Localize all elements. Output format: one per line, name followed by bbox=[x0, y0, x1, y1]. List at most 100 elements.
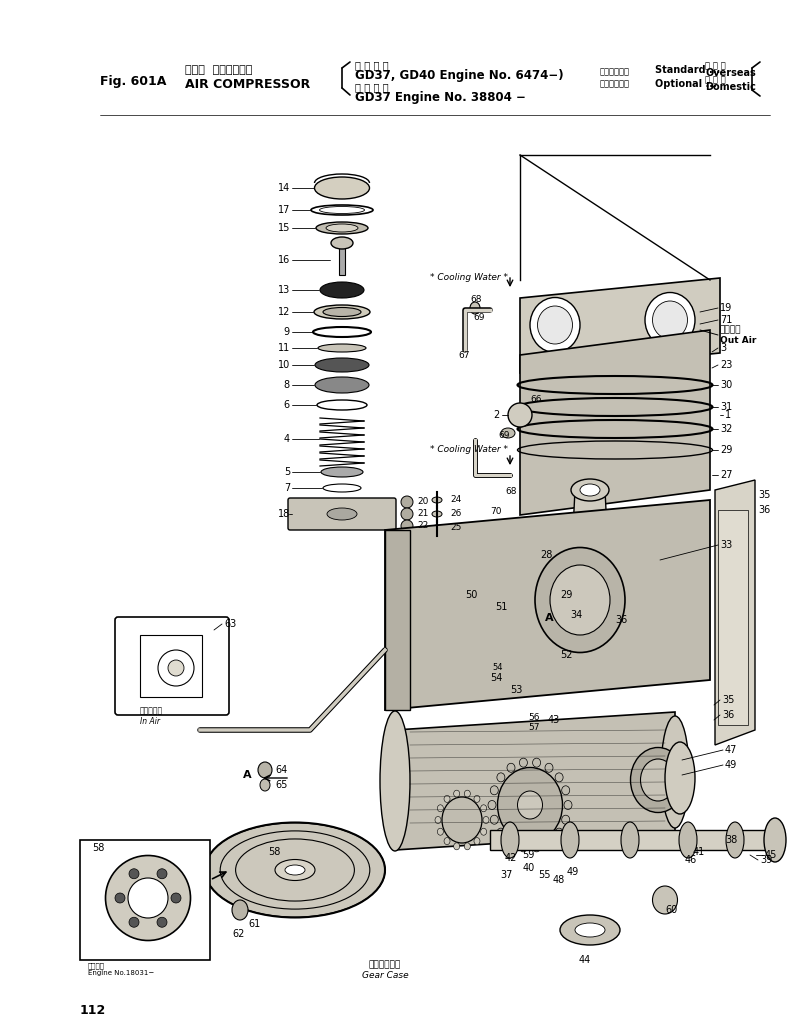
Ellipse shape bbox=[501, 822, 519, 858]
Ellipse shape bbox=[545, 838, 553, 847]
Ellipse shape bbox=[555, 828, 563, 838]
Text: 4: 4 bbox=[284, 434, 290, 444]
Text: 54: 54 bbox=[492, 664, 503, 673]
Ellipse shape bbox=[580, 484, 600, 496]
Ellipse shape bbox=[726, 822, 744, 858]
Ellipse shape bbox=[314, 305, 370, 319]
Text: 63: 63 bbox=[224, 618, 237, 629]
Bar bbox=[490, 830, 780, 850]
Text: 36: 36 bbox=[722, 710, 734, 720]
Text: 33: 33 bbox=[720, 540, 732, 550]
Text: 海 外 向: 海 外 向 bbox=[705, 61, 726, 71]
Text: 31: 31 bbox=[720, 402, 732, 412]
Text: 適 用 号 機: 適 用 号 機 bbox=[355, 82, 388, 92]
Ellipse shape bbox=[258, 762, 272, 778]
Ellipse shape bbox=[205, 822, 385, 918]
Polygon shape bbox=[395, 712, 675, 850]
Text: 34: 34 bbox=[570, 610, 582, 620]
Polygon shape bbox=[520, 278, 720, 373]
Ellipse shape bbox=[545, 763, 553, 772]
Text: 11: 11 bbox=[278, 343, 290, 353]
Text: 44: 44 bbox=[579, 955, 591, 965]
Text: 48: 48 bbox=[553, 874, 565, 885]
Text: 23: 23 bbox=[720, 360, 732, 370]
Ellipse shape bbox=[444, 838, 450, 845]
Text: 49: 49 bbox=[725, 760, 738, 770]
Ellipse shape bbox=[106, 855, 191, 940]
Text: 67: 67 bbox=[458, 350, 469, 359]
Ellipse shape bbox=[474, 838, 480, 845]
Text: 38: 38 bbox=[725, 835, 738, 845]
Ellipse shape bbox=[575, 923, 605, 937]
Ellipse shape bbox=[128, 878, 168, 918]
Text: 62: 62 bbox=[232, 929, 245, 939]
Text: 37: 37 bbox=[500, 870, 512, 880]
Ellipse shape bbox=[530, 298, 580, 352]
Text: 50: 50 bbox=[465, 590, 477, 600]
Ellipse shape bbox=[320, 282, 364, 298]
Text: 適 用 号 機: 適 用 号 機 bbox=[355, 60, 388, 70]
Ellipse shape bbox=[507, 763, 515, 772]
Ellipse shape bbox=[490, 815, 499, 824]
Text: 58: 58 bbox=[92, 843, 104, 853]
Ellipse shape bbox=[260, 779, 270, 791]
Ellipse shape bbox=[442, 797, 482, 843]
Ellipse shape bbox=[519, 843, 527, 852]
Ellipse shape bbox=[480, 828, 487, 836]
Text: 25: 25 bbox=[450, 523, 461, 532]
Ellipse shape bbox=[550, 565, 610, 635]
Ellipse shape bbox=[518, 791, 542, 819]
Text: 18: 18 bbox=[278, 509, 290, 519]
Ellipse shape bbox=[453, 791, 460, 797]
Text: AIR COMPRESSOR: AIR COMPRESSOR bbox=[185, 78, 310, 90]
Text: 41: 41 bbox=[693, 847, 705, 857]
Text: エアー  コンプレッサ: エアー コンプレッサ bbox=[185, 65, 252, 75]
Ellipse shape bbox=[437, 805, 443, 812]
Circle shape bbox=[115, 893, 125, 903]
Text: 19: 19 bbox=[720, 303, 732, 313]
Text: 58: 58 bbox=[268, 847, 280, 857]
Ellipse shape bbox=[575, 581, 605, 599]
Ellipse shape bbox=[444, 796, 450, 803]
Ellipse shape bbox=[560, 572, 620, 607]
Text: オプショナル: オプショナル bbox=[600, 80, 630, 88]
Polygon shape bbox=[570, 490, 610, 590]
Text: 55: 55 bbox=[538, 870, 550, 880]
Text: 17: 17 bbox=[278, 205, 290, 215]
Polygon shape bbox=[385, 500, 710, 710]
Ellipse shape bbox=[435, 816, 441, 823]
Ellipse shape bbox=[555, 773, 563, 782]
Bar bbox=[140, 635, 202, 697]
Ellipse shape bbox=[464, 791, 470, 797]
Text: 30: 30 bbox=[720, 380, 732, 390]
Ellipse shape bbox=[432, 497, 442, 503]
Ellipse shape bbox=[641, 759, 676, 801]
Ellipse shape bbox=[621, 822, 639, 858]
Ellipse shape bbox=[661, 716, 689, 828]
Ellipse shape bbox=[326, 224, 358, 232]
Text: Optional ...: Optional ... bbox=[655, 79, 717, 89]
Ellipse shape bbox=[470, 302, 480, 314]
Text: 59: 59 bbox=[522, 850, 534, 860]
Text: 45: 45 bbox=[765, 850, 777, 860]
Text: 29: 29 bbox=[720, 445, 732, 455]
Text: 32: 32 bbox=[720, 424, 732, 434]
Ellipse shape bbox=[380, 711, 410, 851]
Text: 3: 3 bbox=[720, 343, 727, 353]
Bar bbox=[718, 510, 748, 725]
Text: 5: 5 bbox=[283, 467, 290, 477]
Text: 36: 36 bbox=[758, 505, 770, 515]
Text: エアーイン
In Air: エアーイン In Air bbox=[140, 707, 163, 726]
Polygon shape bbox=[715, 480, 755, 745]
Circle shape bbox=[401, 496, 413, 508]
Ellipse shape bbox=[645, 293, 695, 347]
Text: 26: 26 bbox=[450, 510, 461, 518]
Text: 36: 36 bbox=[615, 615, 627, 625]
Text: 68: 68 bbox=[470, 296, 481, 304]
Ellipse shape bbox=[535, 548, 625, 652]
Text: 51: 51 bbox=[495, 602, 507, 612]
Text: 20: 20 bbox=[417, 498, 429, 507]
Text: GD37, GD40 Engine No. 6474−): GD37, GD40 Engine No. 6474−) bbox=[355, 70, 564, 83]
Text: 6: 6 bbox=[284, 400, 290, 410]
Circle shape bbox=[168, 660, 184, 676]
